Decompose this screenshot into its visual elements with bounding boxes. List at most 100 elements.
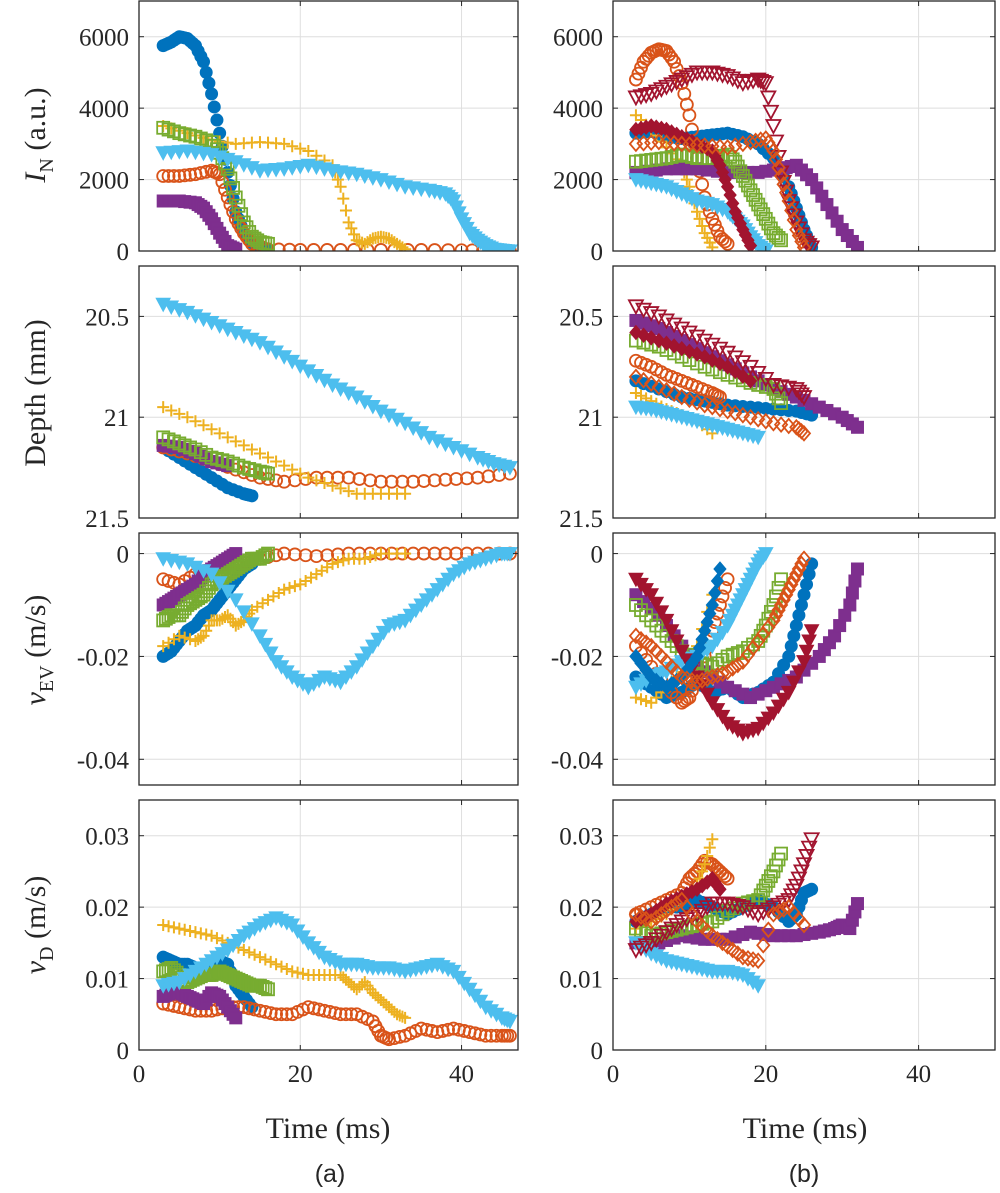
data-point-purple bbox=[850, 562, 864, 576]
data-point-orange bbox=[427, 243, 442, 251]
data-point-orange bbox=[489, 1028, 504, 1043]
data-point-darkred bbox=[632, 89, 650, 106]
data-point-orange-diamond bbox=[753, 131, 768, 149]
data-point-orange bbox=[298, 548, 313, 563]
data-point-yellow bbox=[310, 149, 323, 162]
plot-depth-b: 20.5 21 21.5 bbox=[559, 265, 996, 533]
data-point-orange-diamond bbox=[664, 898, 679, 916]
data-point-darkred bbox=[719, 896, 737, 913]
data-point-darkred bbox=[764, 119, 782, 135]
data-point-orange bbox=[685, 683, 699, 698]
data-point-orange-diamond bbox=[794, 233, 809, 250]
ylabel-depth: Depth (mm) bbox=[19, 319, 52, 466]
data-layer bbox=[627, 832, 864, 994]
data-point-yellow bbox=[291, 966, 304, 979]
data-point-green bbox=[720, 649, 735, 664]
data-point-green bbox=[226, 181, 240, 195]
data-point-yellow bbox=[229, 435, 242, 448]
data-point-orange bbox=[263, 1006, 278, 1020]
data-point-darkred bbox=[703, 337, 721, 354]
svg-text:vEV (m/s): vEV (m/s) bbox=[19, 595, 58, 706]
data-point-orange-diamond bbox=[728, 404, 743, 422]
data-point-darkred bbox=[798, 644, 815, 660]
data-point-blue bbox=[207, 100, 221, 114]
data-point-yellow bbox=[286, 965, 299, 978]
data-point-green bbox=[763, 221, 778, 236]
data-point-orange-diamond bbox=[697, 396, 712, 414]
y-tick-label: 21 bbox=[578, 405, 603, 432]
data-point-yellow bbox=[318, 477, 331, 490]
data-point-yellow bbox=[635, 389, 648, 402]
data-point-darkred bbox=[703, 65, 721, 82]
data-point-orange-diamond bbox=[776, 901, 791, 918]
data-point-green bbox=[730, 159, 745, 174]
data-point-orange-diamond bbox=[781, 192, 796, 210]
data-point-orange bbox=[417, 474, 431, 488]
series-cyan bbox=[628, 936, 766, 994]
data-point-yellow bbox=[399, 547, 412, 560]
data-point-orange-diamond bbox=[766, 612, 781, 629]
data-point-yellow bbox=[334, 482, 347, 495]
data-point-green bbox=[769, 228, 783, 243]
series-orange-diamond bbox=[628, 368, 812, 442]
data-point-orange-diamond bbox=[796, 916, 812, 934]
series-darkred-diamond bbox=[629, 561, 727, 696]
data-point-orange-diamond bbox=[768, 150, 784, 168]
data-point-orange-diamond bbox=[761, 921, 776, 939]
data-point-darkred bbox=[642, 306, 660, 322]
data-point-yellow bbox=[629, 387, 642, 400]
data-point-green bbox=[258, 548, 273, 563]
data-point-orange bbox=[669, 61, 684, 76]
data-point-orange-diamond bbox=[659, 381, 674, 399]
data-point-orange bbox=[363, 473, 378, 488]
x-tick-label: 20 bbox=[288, 1061, 313, 1088]
data-layer bbox=[155, 297, 518, 503]
x-tick-label: 40 bbox=[449, 1061, 474, 1088]
plot-vev-b: -0.04 -0.02 0 bbox=[551, 532, 996, 786]
data-point-orange-diamond bbox=[796, 424, 812, 442]
data-point-yellow bbox=[399, 243, 412, 251]
data-point-orange bbox=[161, 169, 176, 183]
data-point-orange bbox=[460, 471, 474, 486]
data-point-orange bbox=[449, 546, 464, 561]
data-point-darkred bbox=[734, 76, 752, 93]
data-point-green bbox=[261, 546, 275, 561]
series-orange bbox=[629, 353, 727, 404]
data-point-green bbox=[234, 207, 249, 221]
data-point-yellow bbox=[650, 691, 663, 704]
data-point-orange bbox=[414, 243, 429, 251]
plot-vev-a: -0.04 -0.02 0 bbox=[77, 532, 519, 786]
plot-intensity-a: 0 2000 4000 6000 bbox=[79, 0, 519, 266]
data-point-yellow bbox=[173, 629, 186, 642]
data-point-darkred bbox=[648, 596, 665, 612]
data-point-orange bbox=[441, 1022, 456, 1037]
data-point-blue bbox=[210, 113, 224, 127]
data-point-orange-diamond bbox=[776, 591, 791, 609]
data-point-yellow bbox=[178, 923, 191, 936]
x-tick-label: 0 bbox=[607, 1061, 620, 1088]
data-point-darkred bbox=[708, 66, 726, 83]
data-point-yellow bbox=[194, 927, 207, 940]
data-point-darkred bbox=[801, 634, 817, 650]
svg-text:Depth (mm): Depth (mm) bbox=[19, 319, 52, 466]
data-point-darkred bbox=[734, 355, 752, 371]
data-point-darkred bbox=[688, 329, 706, 346]
data-point-yellow bbox=[189, 926, 202, 939]
series-cyan bbox=[155, 144, 518, 251]
data-point-yellow bbox=[326, 479, 339, 492]
panel-label-b: (b) bbox=[789, 1160, 820, 1188]
data-point-cyan bbox=[257, 637, 274, 653]
data-point-purple bbox=[848, 574, 862, 588]
data-point-green bbox=[763, 869, 778, 884]
data-point-yellow bbox=[364, 551, 377, 563]
data-point-orange bbox=[331, 470, 345, 485]
data-point-green bbox=[231, 198, 246, 213]
y-tick-label: 6000 bbox=[553, 25, 603, 52]
data-point-orange bbox=[293, 243, 308, 251]
data-point-green bbox=[758, 211, 773, 226]
data-point-orange-diamond bbox=[771, 601, 786, 619]
data-point-orange-diamond bbox=[789, 221, 804, 238]
data-point-orange-diamond bbox=[781, 581, 796, 598]
data-point-yellow bbox=[237, 439, 250, 452]
